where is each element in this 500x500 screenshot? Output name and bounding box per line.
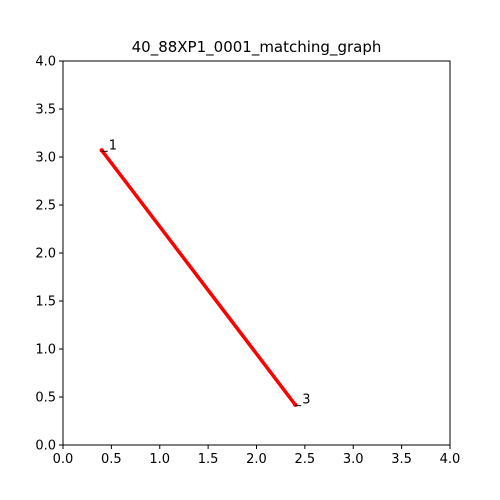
y-tick-label: 3.0 xyxy=(35,151,56,166)
x-tick-label: 3.0 xyxy=(343,452,364,467)
y-tick-label: 0.5 xyxy=(35,391,56,406)
y-tick-label: 0.0 xyxy=(35,439,56,454)
x-tick-label: 3.5 xyxy=(391,452,412,467)
y-tick-label: 2.5 xyxy=(35,199,56,214)
graph-node-label: 1 xyxy=(109,138,117,153)
x-tick-label: 4.0 xyxy=(440,452,461,467)
x-tick-label: 2.5 xyxy=(295,452,316,467)
y-tick-label: 4.0 xyxy=(35,55,56,70)
graph-node-marker xyxy=(293,402,297,406)
graph-node-label: 3 xyxy=(302,393,310,408)
x-tick-label: 2.0 xyxy=(246,452,267,467)
x-tick-label: 1.5 xyxy=(198,452,219,467)
chart-title: 40_88XP1_0001_matching_graph xyxy=(132,38,382,57)
x-tick-label: 0.0 xyxy=(53,452,74,467)
graph-node-marker xyxy=(100,148,104,152)
y-tick-label: 2.0 xyxy=(35,247,56,262)
y-tick-label: 3.5 xyxy=(35,103,56,118)
y-tick-label: 1.5 xyxy=(35,295,56,310)
y-tick-label: 1.0 xyxy=(35,343,56,358)
x-tick-label: 1.0 xyxy=(149,452,170,467)
x-tick-label: 0.5 xyxy=(101,452,122,467)
